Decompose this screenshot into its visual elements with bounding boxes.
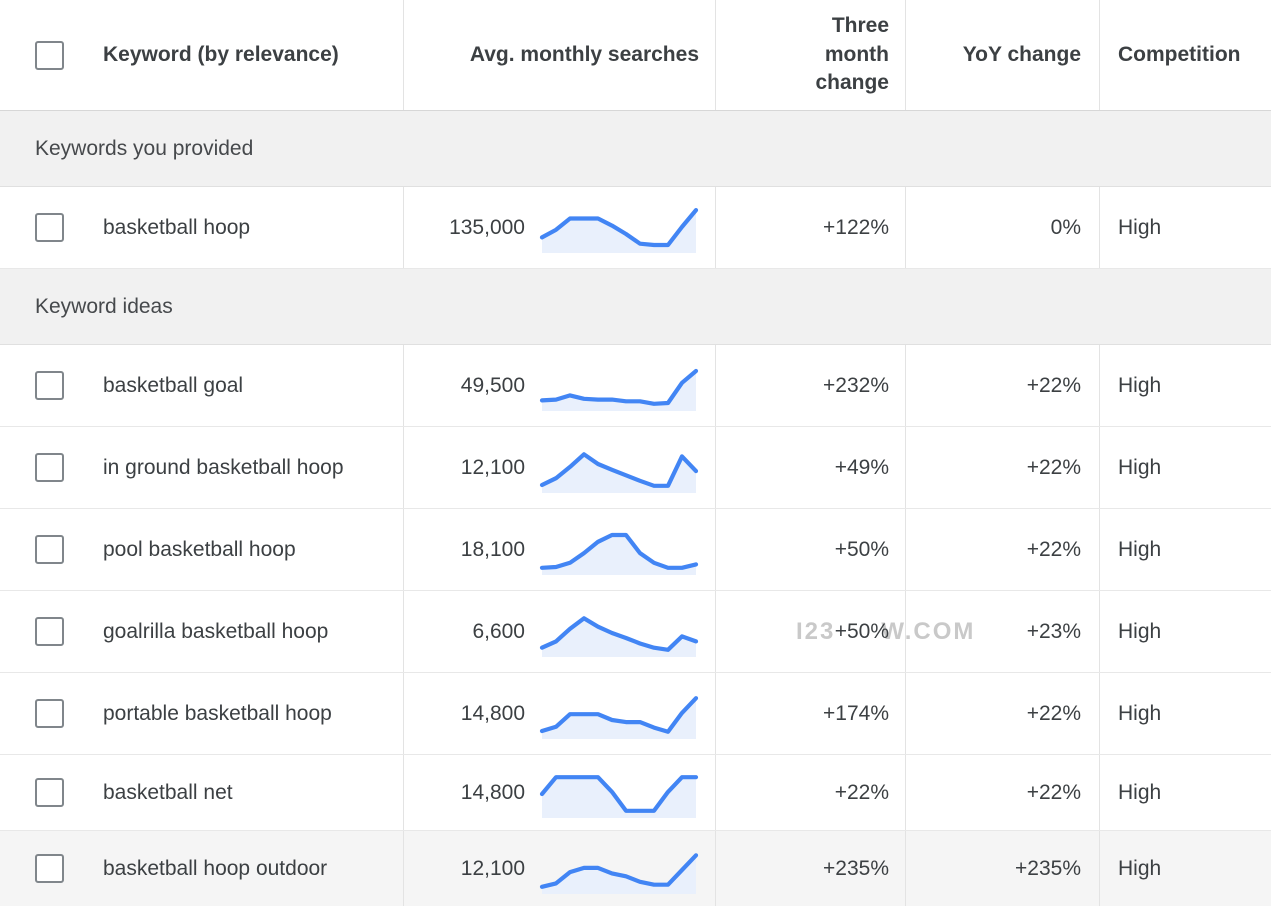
keyword-label: pool basketball hoop xyxy=(103,537,296,561)
keyword-label: basketball hoop xyxy=(103,215,251,239)
competition-value: High xyxy=(1118,701,1162,725)
avg-monthly-searches-value: 14,800 xyxy=(460,780,525,804)
competition-value: High xyxy=(1118,537,1162,561)
avg-monthly-searches-value: 18,100 xyxy=(460,537,525,561)
section-header: Keywords you provided xyxy=(0,111,1271,187)
column-header-competition-label: Competition xyxy=(1118,42,1241,66)
section-title: Keyword ideas xyxy=(35,294,173,318)
row-checkbox[interactable] xyxy=(35,617,64,646)
table-row: basketball hoop 135,000 +122% 0% High xyxy=(0,187,1271,269)
table-row: in ground basketball hoop 12,100 +49% +2… xyxy=(0,427,1271,509)
keyword-label: goalrilla basketball hoop xyxy=(103,619,329,643)
keyword-label: in ground basketball hoop xyxy=(103,455,344,479)
table-row: basketball goal 49,500 +232% +22% High xyxy=(0,345,1271,427)
three-month-change-value: +232% xyxy=(823,373,889,397)
row-checkbox[interactable] xyxy=(35,371,64,400)
yoy-change-value: +22% xyxy=(1026,373,1081,397)
avg-monthly-searches-value: 14,800 xyxy=(460,701,525,725)
three-month-change-value: +50% xyxy=(834,537,889,561)
competition-value: High xyxy=(1118,455,1162,479)
three-month-change-value: +49% xyxy=(834,455,889,479)
row-checkbox[interactable] xyxy=(35,854,64,883)
search-trend-sparkline xyxy=(539,368,699,411)
column-header-keyword-label: Keyword (by relevance) xyxy=(103,42,339,66)
keyword-label: basketball hoop outdoor xyxy=(103,856,328,880)
competition-value: High xyxy=(1118,619,1162,643)
avg-monthly-searches-value: 12,100 xyxy=(460,856,525,880)
three-month-change-value: +235% xyxy=(823,856,889,880)
row-checkbox[interactable] xyxy=(35,699,64,728)
column-header-avg-monthly-searches[interactable]: Avg. monthly searches xyxy=(404,0,716,110)
table-header-row: Keyword (by relevance) Avg. monthly sear… xyxy=(0,0,1271,111)
avg-monthly-searches-value: 12,100 xyxy=(460,455,525,479)
avg-monthly-searches-value: 6,600 xyxy=(472,619,525,643)
section-header: Keyword ideas xyxy=(0,269,1271,345)
competition-value: High xyxy=(1118,373,1162,397)
column-header-three-month-change-label: Three month change xyxy=(815,14,889,95)
search-trend-sparkline xyxy=(539,774,699,818)
three-month-change-value: +50% xyxy=(834,619,889,643)
yoy-change-value: +22% xyxy=(1026,537,1081,561)
search-trend-sparkline xyxy=(539,207,699,253)
search-trend-sparkline xyxy=(539,852,699,894)
competition-value: High xyxy=(1118,780,1162,804)
yoy-change-value: +22% xyxy=(1026,780,1081,804)
yoy-change-value: +22% xyxy=(1026,701,1081,725)
column-header-competition[interactable]: Competition xyxy=(1100,0,1271,110)
table-row: goalrilla basketball hoop 6,600 +50% +23… xyxy=(0,591,1271,673)
table-body: Keywords you provided basketball hoop 13… xyxy=(0,111,1271,906)
yoy-change-value: +22% xyxy=(1026,455,1081,479)
avg-monthly-searches-value: 135,000 xyxy=(449,215,525,239)
table-row: portable basketball hoop 14,800 +174% +2… xyxy=(0,673,1271,755)
keyword-label: basketball goal xyxy=(103,373,244,397)
search-trend-sparkline xyxy=(539,451,699,493)
table-row: basketball net 14,800 +22% +22% High xyxy=(0,755,1271,831)
search-trend-sparkline xyxy=(539,695,699,739)
three-month-change-value: +174% xyxy=(823,701,889,725)
three-month-change-value: +22% xyxy=(834,780,889,804)
keyword-label: basketball net xyxy=(103,780,233,804)
column-header-keyword[interactable]: Keyword (by relevance) xyxy=(0,0,404,110)
competition-value: High xyxy=(1118,215,1162,239)
keyword-label: portable basketball hoop xyxy=(103,701,332,725)
column-header-yoy-change[interactable]: YoY change xyxy=(906,0,1100,110)
section-title: Keywords you provided xyxy=(35,136,254,160)
three-month-change-value: +122% xyxy=(823,215,889,239)
table-row: basketball hoop outdoor 12,100 +235% +23… xyxy=(0,831,1271,906)
column-header-yoy-change-label: YoY change xyxy=(962,42,1081,66)
search-trend-sparkline xyxy=(539,532,699,575)
row-checkbox[interactable] xyxy=(35,535,64,564)
competition-value: High xyxy=(1118,856,1162,880)
yoy-change-value: +235% xyxy=(1015,856,1081,880)
select-all-checkbox[interactable] xyxy=(35,40,64,70)
column-header-avg-monthly-searches-label: Avg. monthly searches xyxy=(469,42,699,66)
search-trend-sparkline xyxy=(539,615,699,657)
yoy-change-value: 0% xyxy=(1050,215,1081,239)
row-checkbox[interactable] xyxy=(35,213,64,242)
table-row: pool basketball hoop 18,100 +50% +22% Hi… xyxy=(0,509,1271,591)
row-checkbox[interactable] xyxy=(35,453,64,482)
avg-monthly-searches-value: 49,500 xyxy=(460,373,525,397)
row-checkbox[interactable] xyxy=(35,778,64,807)
column-header-three-month-change[interactable]: Three month change xyxy=(716,0,906,110)
yoy-change-value: +23% xyxy=(1026,619,1081,643)
